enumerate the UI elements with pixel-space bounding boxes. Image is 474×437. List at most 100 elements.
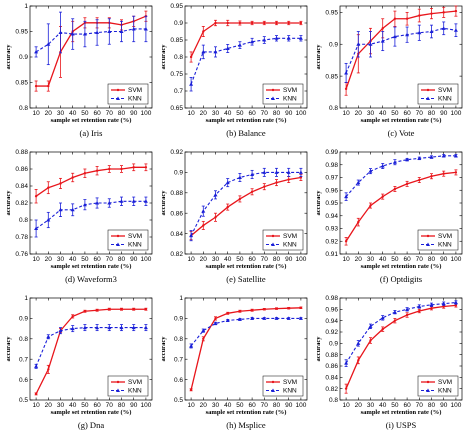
y-axis-label: accuracy — [315, 190, 322, 216]
data-point — [225, 46, 230, 50]
data-point — [34, 195, 38, 198]
data-point — [250, 21, 254, 25]
series-knn — [189, 167, 303, 242]
data-point — [368, 42, 373, 46]
data-point — [189, 55, 193, 59]
data-point — [417, 304, 422, 308]
legend-marker-svm — [426, 88, 430, 92]
data-point — [95, 169, 99, 172]
x-tick-label: 40 — [379, 110, 387, 117]
data-point — [405, 307, 410, 311]
data-point — [357, 220, 360, 224]
y-tick-label: 0.92 — [325, 238, 338, 245]
series-svm — [189, 306, 303, 392]
subplot-caption: (d) Waveform3 — [65, 274, 117, 284]
plot-frame — [184, 151, 308, 255]
y-tick-label: 0.98 — [325, 162, 338, 169]
data-point — [429, 155, 434, 159]
subplot-caption: (g) Dna — [78, 420, 104, 430]
data-point — [213, 192, 218, 197]
data-point — [454, 304, 458, 307]
data-point — [263, 185, 266, 188]
x-tick-label: 40 — [224, 110, 232, 117]
legend-label-svm: SVM — [438, 233, 452, 240]
data-point — [417, 156, 422, 160]
subplot-caption: (b) Balance — [226, 128, 266, 138]
data-point — [262, 38, 267, 42]
legend-marker-svm — [116, 380, 120, 384]
data-point — [356, 341, 361, 345]
y-axis-label: accuracy — [315, 44, 322, 70]
data-point — [405, 182, 409, 186]
data-point — [356, 42, 361, 46]
data-point — [392, 34, 397, 39]
data-point — [405, 313, 409, 317]
data-point — [275, 21, 278, 25]
data-point — [143, 199, 148, 203]
data-point — [131, 325, 136, 330]
legend-marker-knn — [116, 388, 120, 392]
data-point — [214, 317, 217, 320]
plot-frame — [29, 297, 153, 401]
data-point — [287, 178, 290, 181]
y-tick-label: 0.99 — [325, 149, 338, 156]
y-axis-label: accuracy — [5, 336, 12, 362]
y-tick-label: 0.95 — [325, 10, 338, 17]
x-tick-label: 60 — [248, 256, 256, 263]
data-point — [418, 14, 421, 17]
x-axis-label: sample set retention rate (%) — [206, 409, 287, 416]
y-tick-label: 0.84 — [325, 375, 338, 382]
data-point — [368, 169, 373, 173]
data-point — [275, 307, 278, 310]
x-tick-label: 100 — [295, 402, 306, 409]
x-tick-label: 100 — [295, 256, 306, 263]
series-knn — [344, 21, 458, 83]
legend-label-knn: KNN — [283, 242, 297, 249]
series-line-svm — [345, 10, 456, 90]
y-tick-label: 0.8 — [19, 336, 28, 343]
x-tick-label: 20 — [200, 256, 208, 263]
data-point — [430, 12, 433, 15]
x-tick-label: 100 — [295, 110, 306, 117]
legend-label-svm: SVM — [283, 233, 297, 240]
data-point — [107, 201, 112, 205]
data-point — [225, 318, 230, 322]
series-line-knn — [190, 171, 301, 236]
x-tick-label: 50 — [81, 110, 89, 117]
y-tick-label: 0.76 — [15, 251, 28, 258]
series-line-svm — [35, 308, 146, 395]
data-point — [58, 30, 63, 35]
x-tick-label: 100 — [140, 402, 151, 409]
y-tick-label: 0.65 — [170, 105, 183, 112]
data-point — [356, 180, 361, 185]
x-tick-label: 90 — [285, 256, 293, 263]
y-tick-label: 0.9 — [329, 341, 338, 348]
x-tick-label: 100 — [140, 256, 151, 263]
data-point — [95, 325, 100, 330]
legend-label-svm: SVM — [438, 379, 452, 386]
y-tick-label: 0.6 — [19, 377, 28, 384]
data-point — [108, 167, 111, 171]
data-point — [71, 315, 74, 318]
series-svm — [344, 303, 458, 394]
data-point — [442, 305, 445, 308]
series-line-knn — [190, 37, 301, 85]
data-point — [392, 310, 397, 314]
y-tick-label: 0.9 — [329, 41, 338, 48]
series-line-svm — [35, 166, 146, 197]
data-point — [226, 312, 229, 315]
data-point — [70, 326, 75, 331]
data-point — [263, 21, 266, 25]
x-tick-label: 100 — [450, 256, 461, 263]
x-tick-label: 70 — [106, 402, 114, 409]
series-line-knn — [35, 327, 146, 367]
data-point — [237, 43, 242, 47]
data-point — [286, 316, 291, 320]
x-tick-label: 70 — [416, 256, 424, 263]
data-point — [213, 321, 218, 325]
data-point — [82, 202, 87, 207]
x-tick-label: 10 — [187, 402, 195, 409]
data-point — [344, 194, 349, 199]
x-tick-label: 50 — [391, 402, 399, 409]
